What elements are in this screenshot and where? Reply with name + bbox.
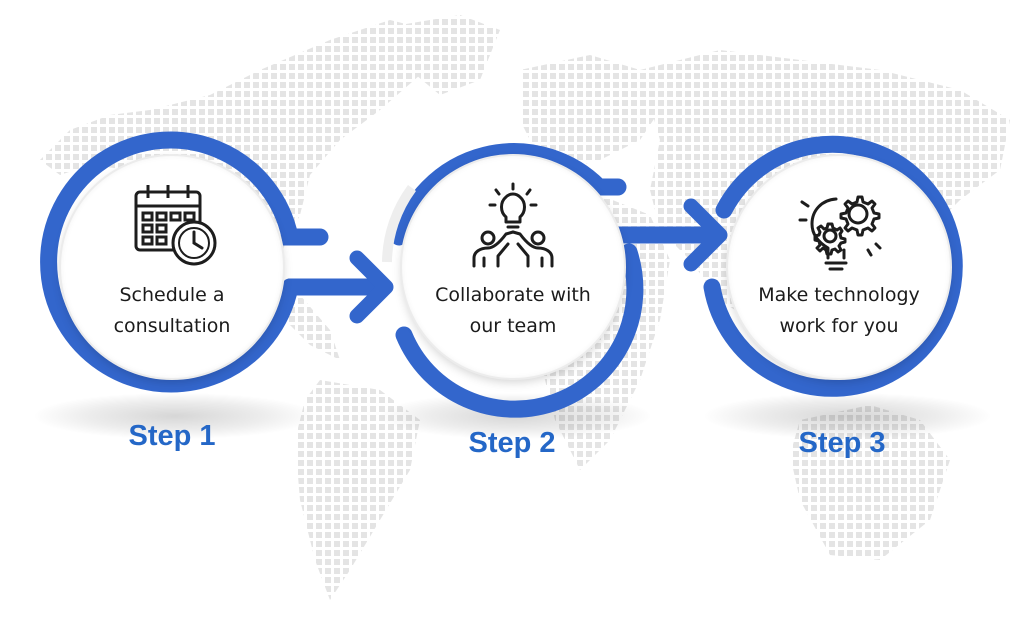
continent-north-america [40, 20, 430, 270]
gear-lightbulb-icon [798, 195, 882, 271]
continent-greenland [400, 15, 500, 95]
step-2-label: Step 2 [468, 427, 556, 459]
continent-south-america [295, 380, 420, 600]
step-1-label: Step 1 [128, 420, 216, 452]
step-3-line-1: Make technology [758, 284, 920, 306]
step-2-gray-arc [382, 185, 417, 263]
step-3-line-2: work for you [779, 315, 899, 337]
step-2-line-1: Collaborate with [435, 284, 591, 306]
teamwork-idea-icon [472, 182, 554, 268]
step-1-ring [40, 131, 329, 393]
step-1-description: Schedule a consultation [72, 280, 272, 342]
step-1-shadow [35, 393, 315, 439]
step-3-label: Step 3 [798, 427, 886, 459]
step-2-ring-top [390, 143, 627, 246]
step-3-ring [703, 135, 963, 397]
step-3-shadow [705, 393, 990, 439]
step-2-ring-bottom [395, 243, 644, 418]
step-2-line-2: our team [469, 315, 557, 337]
continent-europe [520, 55, 660, 170]
step-3-circle [728, 156, 950, 378]
step-2-description: Collaborate with our team [413, 280, 613, 342]
step-3-description: Make technology work for you [739, 280, 939, 342]
arrow-1-head [349, 250, 394, 324]
arrow-2-head [683, 198, 728, 272]
continent-australia [790, 405, 950, 560]
calendar-clock-icon [134, 185, 217, 266]
step-1-line-1: Schedule a [119, 284, 225, 306]
step-1-line-2: consultation [113, 315, 231, 337]
